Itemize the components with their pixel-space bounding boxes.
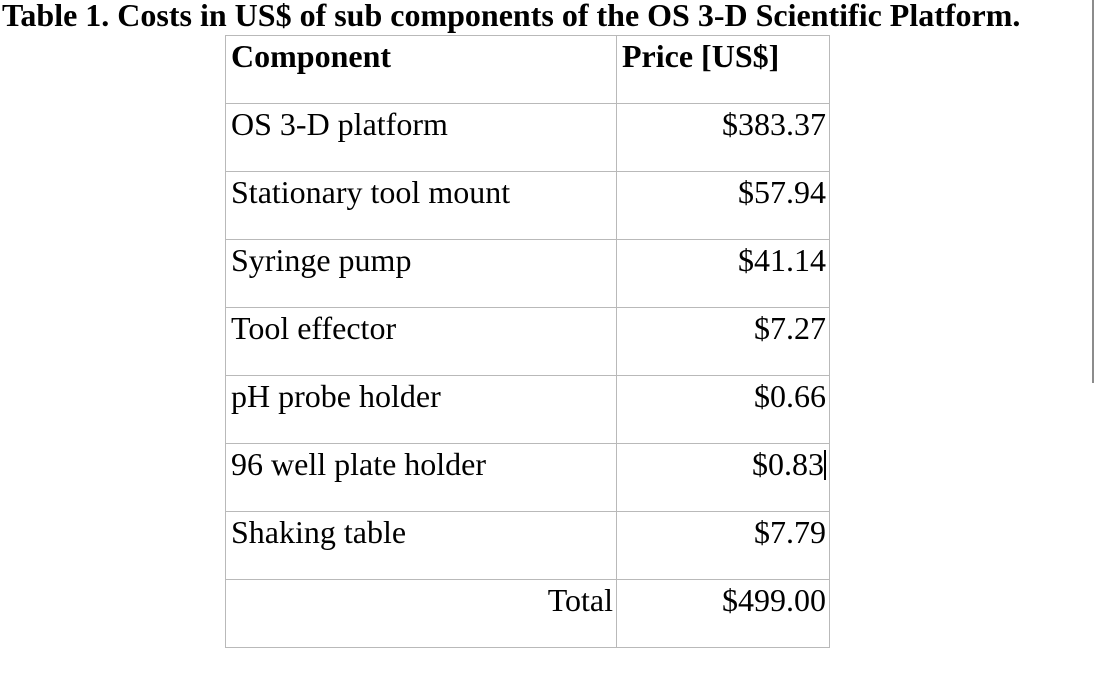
price-header-cell[interactable]: Price [US$] <box>616 35 830 104</box>
component-cell[interactable]: Shaking table <box>225 511 617 580</box>
component-cell[interactable]: 96 well plate holder <box>225 443 617 512</box>
component-cell[interactable]: pH probe holder <box>225 375 617 444</box>
component-header-cell[interactable]: Component <box>225 35 617 104</box>
table-row: pH probe holder $0.66 <box>225 375 830 444</box>
price-text: $0.83 <box>752 446 824 482</box>
price-cell[interactable]: $57.94 <box>616 171 830 240</box>
table-caption[interactable]: Table 1. Costs in US$ of sub components … <box>2 0 1021 33</box>
table-row: 96 well plate holder $0.83 <box>225 443 830 512</box>
price-cell[interactable]: $7.27 <box>616 307 830 376</box>
price-cell[interactable]: $41.14 <box>616 239 830 308</box>
price-cell[interactable]: $383.37 <box>616 103 830 172</box>
table-row: Syringe pump $41.14 <box>225 239 830 308</box>
component-cell[interactable]: Tool effector <box>225 307 617 376</box>
total-label-cell[interactable]: Total <box>225 579 617 648</box>
table-row: Stationary tool mount $57.94 <box>225 171 830 240</box>
costs-table: Component Price [US$] OS 3-D platform $3… <box>225 35 830 648</box>
component-cell[interactable]: Stationary tool mount <box>225 171 617 240</box>
price-cell[interactable]: $7.79 <box>616 511 830 580</box>
price-cell[interactable]: $0.66 <box>616 375 830 444</box>
price-cell[interactable]: $0.83 <box>616 443 830 512</box>
component-cell[interactable]: OS 3-D platform <box>225 103 617 172</box>
header-row: Component Price [US$] <box>225 35 830 104</box>
table-row: Shaking table $7.79 <box>225 511 830 580</box>
page-edge-line <box>1092 0 1094 383</box>
total-value-cell[interactable]: $499.00 <box>616 579 830 648</box>
component-cell[interactable]: Syringe pump <box>225 239 617 308</box>
total-row: Total $499.00 <box>225 579 830 648</box>
table-row: Tool effector $7.27 <box>225 307 830 376</box>
table-row: OS 3-D platform $383.37 <box>225 103 830 172</box>
text-cursor <box>824 450 826 480</box>
